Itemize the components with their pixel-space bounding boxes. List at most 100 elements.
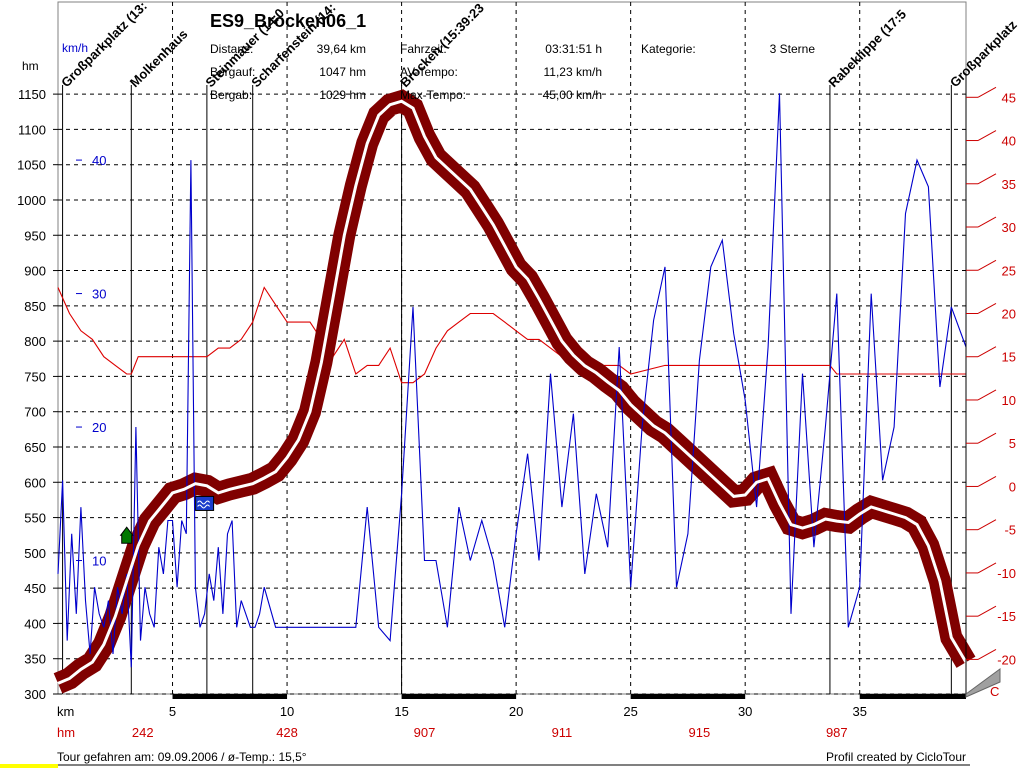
grade-tick-label: 10 <box>1002 393 1016 408</box>
elevation-tick-label: 750 <box>24 369 46 384</box>
elevation-tick-label: 1100 <box>18 122 46 137</box>
elevation-tick-label: 800 <box>24 334 46 349</box>
x-tick-label: 20 <box>509 704 523 719</box>
speed-tick-label: 10 <box>92 554 106 569</box>
grade-tick-slant <box>977 303 997 314</box>
elevation-unit-label: hm <box>22 59 39 73</box>
stat-value: 03:31:51 h <box>545 42 602 56</box>
speed-tick-label: 40 <box>92 153 106 168</box>
grade-unit-label: C <box>990 684 999 699</box>
elevation-tick-label: 550 <box>24 511 46 526</box>
stat-value: 11,23 km/h <box>544 65 602 79</box>
km-scale-segment <box>401 694 517 699</box>
speed-tick-label: 30 <box>92 287 106 302</box>
grade-tick-slant <box>977 605 997 617</box>
stat-label: Fahrzeit: <box>400 42 447 56</box>
stat-value: 3 Sterne <box>770 42 816 56</box>
elevation-tick-label: 700 <box>24 405 46 420</box>
grade-tick-slant <box>977 259 997 271</box>
waypoint-layer: Großparkplatz (13:Molkenhaus Steinmauer (… <box>58 0 1020 694</box>
grade-tick-slant <box>977 432 997 444</box>
elevation-tick-label: 450 <box>24 581 46 596</box>
x-tick-label: 10 <box>280 704 294 719</box>
waypoint-label: Rabeklippe (17:5 <box>825 6 909 90</box>
x-tick-label: 35 <box>852 704 866 719</box>
elevation-tick-label: 1000 <box>17 193 46 208</box>
stat-value: 39,64 km <box>317 42 366 56</box>
elevation-tick-label: 500 <box>24 546 46 561</box>
grade-tick-label: 35 <box>1002 177 1016 192</box>
speed-line <box>57 93 967 668</box>
grade-tick-label: -15 <box>997 609 1016 624</box>
grade-tick-slant <box>977 562 997 574</box>
elevation-tick-label: 600 <box>24 475 46 490</box>
grade-tick-slant <box>977 216 997 228</box>
elevation-tick-label: 900 <box>24 264 46 279</box>
speed-tick-label: 20 <box>92 420 106 435</box>
grade-tick-slant <box>977 519 997 531</box>
grade-tick-label: 5 <box>1009 436 1016 451</box>
x-tick-label: 30 <box>738 704 752 719</box>
grade-tick-label: 30 <box>1002 220 1016 235</box>
x-unit-label: km <box>57 704 74 719</box>
stat-label: Kategorie: <box>641 42 696 56</box>
stat-value: 1047 hm <box>319 65 366 79</box>
grade-tick-label: -10 <box>997 566 1016 581</box>
footer-tour-info: Tour gefahren am: 09.09.2006 / ø-Temp.: … <box>57 750 307 764</box>
elevation-tick-label: 300 <box>24 687 46 702</box>
elevation-centerline <box>57 99 968 685</box>
grade-tick-slant <box>977 86 997 98</box>
grade-tick-label: 20 <box>1002 306 1016 321</box>
grade-tick-label: -20 <box>997 652 1016 667</box>
grade-tick-label: 45 <box>1002 90 1016 105</box>
grade-tick-slant <box>977 648 997 660</box>
cumulative-hm-label: 987 <box>826 725 848 740</box>
axis-corner-block <box>965 668 1001 698</box>
km-scale-segment <box>172 694 288 699</box>
speed-unit-label: km/h <box>62 41 88 55</box>
elevation-tick-label: 650 <box>24 440 46 455</box>
grade-tick-slant <box>977 476 997 487</box>
stat-label: Bergab: <box>210 88 252 102</box>
cumulative-hm-label: 911 <box>552 725 573 740</box>
elevation-tick-label: 850 <box>24 299 46 314</box>
elevation-tick-label: 1050 <box>17 158 46 173</box>
cumulative-hm-label: 915 <box>689 725 711 740</box>
series-layer <box>53 89 976 694</box>
grade-tick-label: 15 <box>1002 350 1016 365</box>
header-layer: ES9_Brocken06_1 Distanz: 39,64 km Bergauf: 1… <box>57 11 970 766</box>
status-strip <box>0 764 58 768</box>
x-tick-label: 15 <box>394 704 408 719</box>
waypoint-label: Molkenhaus <box>127 26 191 90</box>
grade-tick-slant <box>977 173 997 185</box>
grade-tick-label: 40 <box>1002 134 1016 149</box>
footer-credit: Profil created by CicloTour <box>826 750 966 764</box>
grade-tick-label: -5 <box>1004 523 1016 538</box>
x-tick-label: 25 <box>623 704 637 719</box>
chart-title: ES9_Brocken06_1 <box>210 11 366 31</box>
cumulative-hm-label: 242 <box>132 725 154 740</box>
grade-tick-label: 0 <box>1009 479 1016 494</box>
grade-tick-slant <box>977 389 997 401</box>
elevation-tick-label: 350 <box>24 652 46 667</box>
stat-label: Max-Tempo: <box>400 88 466 102</box>
elevation-tick-label: 950 <box>24 228 46 243</box>
stat-value: 45,00 km/h <box>543 88 602 102</box>
water-waves <box>197 500 211 509</box>
axis-layer: 1150110010501000950900850800750700650600… <box>17 41 1016 740</box>
grade-tick-label: 25 <box>1002 263 1016 278</box>
km-scale-segment <box>859 694 966 699</box>
house-icon <box>119 526 134 544</box>
elevation-tick-label: 400 <box>24 616 46 631</box>
waypoint-label: Großparkplatz <box>947 17 1020 90</box>
markers-layer <box>119 495 215 544</box>
km-scale-segment <box>630 694 746 699</box>
stat-value: 1029 hm <box>319 88 366 102</box>
elevation-tick-label: 1150 <box>18 87 46 102</box>
stat-label: AV-Tempo: <box>400 65 458 79</box>
grade-tick-slant <box>977 346 997 358</box>
x-tick-label: 5 <box>169 704 176 719</box>
grade-tick-slant <box>977 130 997 141</box>
stat-label: Distanz: <box>210 42 253 56</box>
